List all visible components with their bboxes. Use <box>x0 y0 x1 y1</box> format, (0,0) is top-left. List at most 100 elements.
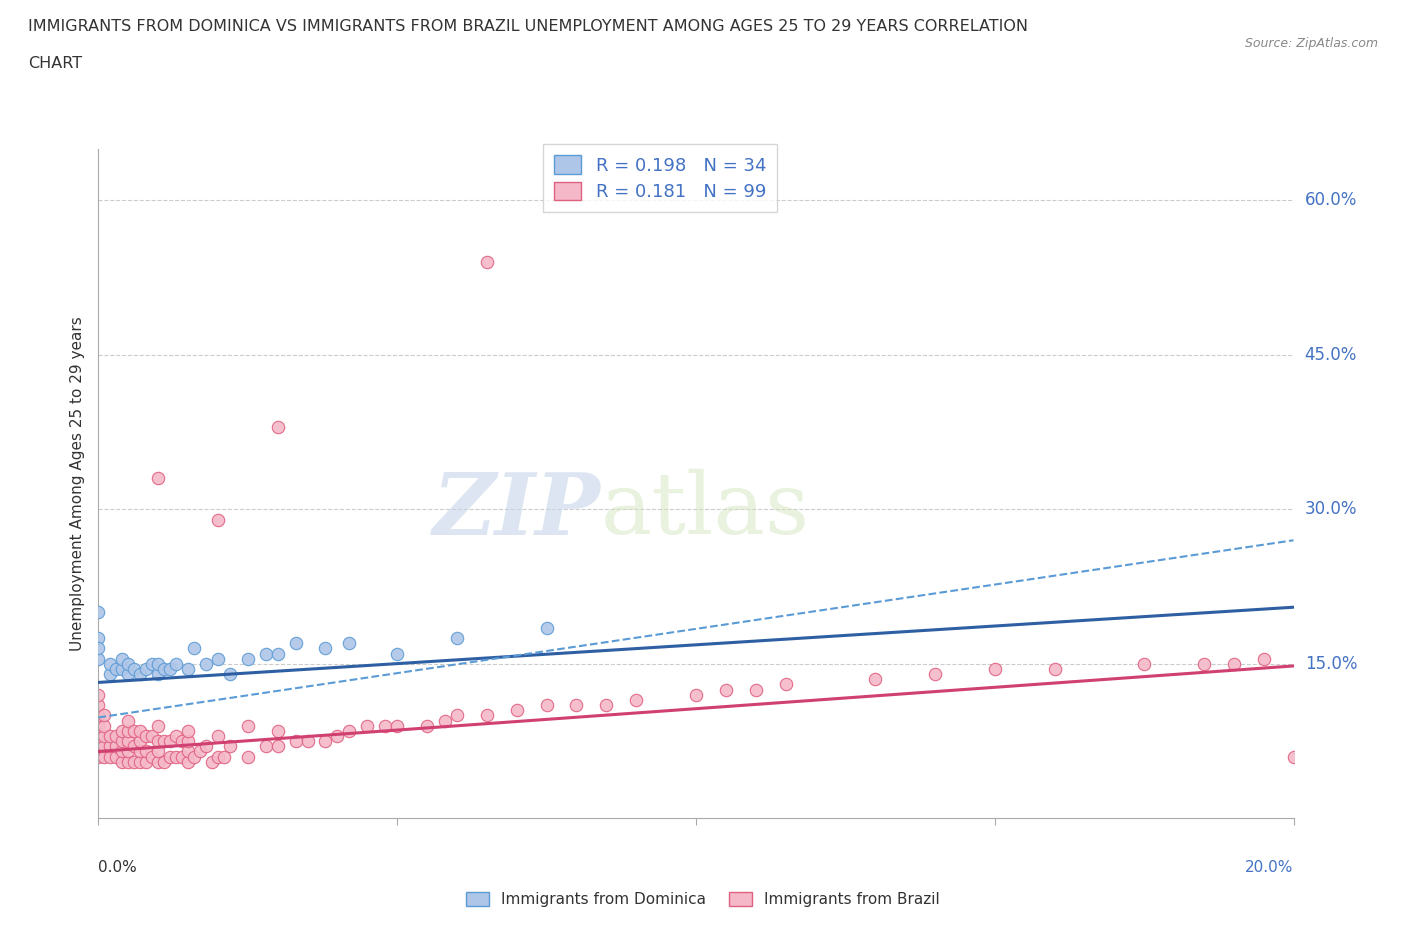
Text: 45.0%: 45.0% <box>1305 346 1357 364</box>
Text: 60.0%: 60.0% <box>1305 192 1357 209</box>
Point <box>254 646 277 661</box>
Point <box>148 471 170 485</box>
Point <box>87 687 110 702</box>
Text: 0.0%: 0.0% <box>98 860 138 875</box>
Point <box>117 713 139 728</box>
Point <box>105 738 128 753</box>
Point <box>129 734 152 749</box>
Point <box>148 734 170 749</box>
Point <box>124 738 146 753</box>
Point <box>177 724 200 738</box>
Point <box>141 728 163 743</box>
Text: 20.0%: 20.0% <box>1246 860 1294 875</box>
Point <box>506 703 529 718</box>
Point <box>148 744 170 759</box>
Point <box>446 708 468 723</box>
Point <box>87 750 110 764</box>
Point <box>87 698 110 712</box>
Point <box>983 661 1005 676</box>
Text: 30.0%: 30.0% <box>1305 500 1357 518</box>
Point <box>153 734 176 749</box>
Point <box>177 734 200 749</box>
Point <box>105 750 128 764</box>
Point <box>111 734 134 749</box>
Point <box>148 657 170 671</box>
Point <box>87 604 110 619</box>
Point <box>446 631 468 645</box>
Legend: Immigrants from Dominica, Immigrants from Brazil: Immigrants from Dominica, Immigrants fro… <box>460 885 946 913</box>
Point <box>183 641 205 656</box>
Point <box>98 750 122 764</box>
Point <box>93 750 115 764</box>
Point <box>219 738 242 753</box>
Text: ZIP: ZIP <box>433 469 600 552</box>
Point <box>297 734 319 749</box>
Point <box>105 661 128 676</box>
Point <box>87 738 110 753</box>
Point <box>93 718 115 733</box>
Point <box>865 671 887 686</box>
Point <box>267 724 290 738</box>
Point <box>93 708 115 723</box>
Point <box>148 754 170 769</box>
Point <box>135 754 157 769</box>
Point <box>124 724 146 738</box>
Point <box>745 683 768 698</box>
Point <box>148 667 170 682</box>
Point <box>565 698 588 712</box>
Point <box>183 750 205 764</box>
Point <box>339 636 360 651</box>
Point <box>685 687 707 702</box>
Point <box>111 744 134 759</box>
Legend: R = 0.198   N = 34, R = 0.181   N = 99: R = 0.198 N = 34, R = 0.181 N = 99 <box>543 144 778 212</box>
Point <box>194 738 218 753</box>
Point <box>124 754 146 769</box>
Point <box>153 661 176 676</box>
Point <box>385 646 409 661</box>
Point <box>111 724 134 738</box>
Point <box>207 728 229 743</box>
Text: 15.0%: 15.0% <box>1305 655 1357 673</box>
Point <box>475 255 498 270</box>
Point <box>177 661 200 676</box>
Point <box>207 651 229 666</box>
Point <box>129 667 152 682</box>
Point <box>177 744 200 759</box>
Point <box>98 738 122 753</box>
Point <box>236 718 259 733</box>
Point <box>356 718 378 733</box>
Point <box>87 651 110 666</box>
Point <box>1192 657 1215 671</box>
Point <box>219 667 242 682</box>
Point <box>624 693 647 708</box>
Point <box>141 750 163 764</box>
Point <box>148 718 170 733</box>
Point <box>434 713 457 728</box>
Point <box>124 661 146 676</box>
Point <box>385 718 409 733</box>
Point <box>172 750 194 764</box>
Point <box>1253 651 1275 666</box>
Point <box>188 744 211 759</box>
Point <box>284 734 307 749</box>
Point <box>159 750 181 764</box>
Text: CHART: CHART <box>28 56 82 71</box>
Point <box>416 718 439 733</box>
Point <box>1223 657 1246 671</box>
Point <box>1043 661 1066 676</box>
Point <box>111 754 134 769</box>
Point <box>165 750 187 764</box>
Point <box>129 744 152 759</box>
Y-axis label: Unemployment Among Ages 25 to 29 years: Unemployment Among Ages 25 to 29 years <box>69 316 84 651</box>
Point <box>267 646 290 661</box>
Point <box>117 657 139 671</box>
Point <box>315 641 337 656</box>
Point <box>111 651 134 666</box>
Point <box>1133 657 1156 671</box>
Point <box>1282 750 1305 764</box>
Point <box>267 419 290 434</box>
Point <box>98 667 122 682</box>
Text: atlas: atlas <box>600 469 810 552</box>
Point <box>536 620 558 635</box>
Point <box>129 754 152 769</box>
